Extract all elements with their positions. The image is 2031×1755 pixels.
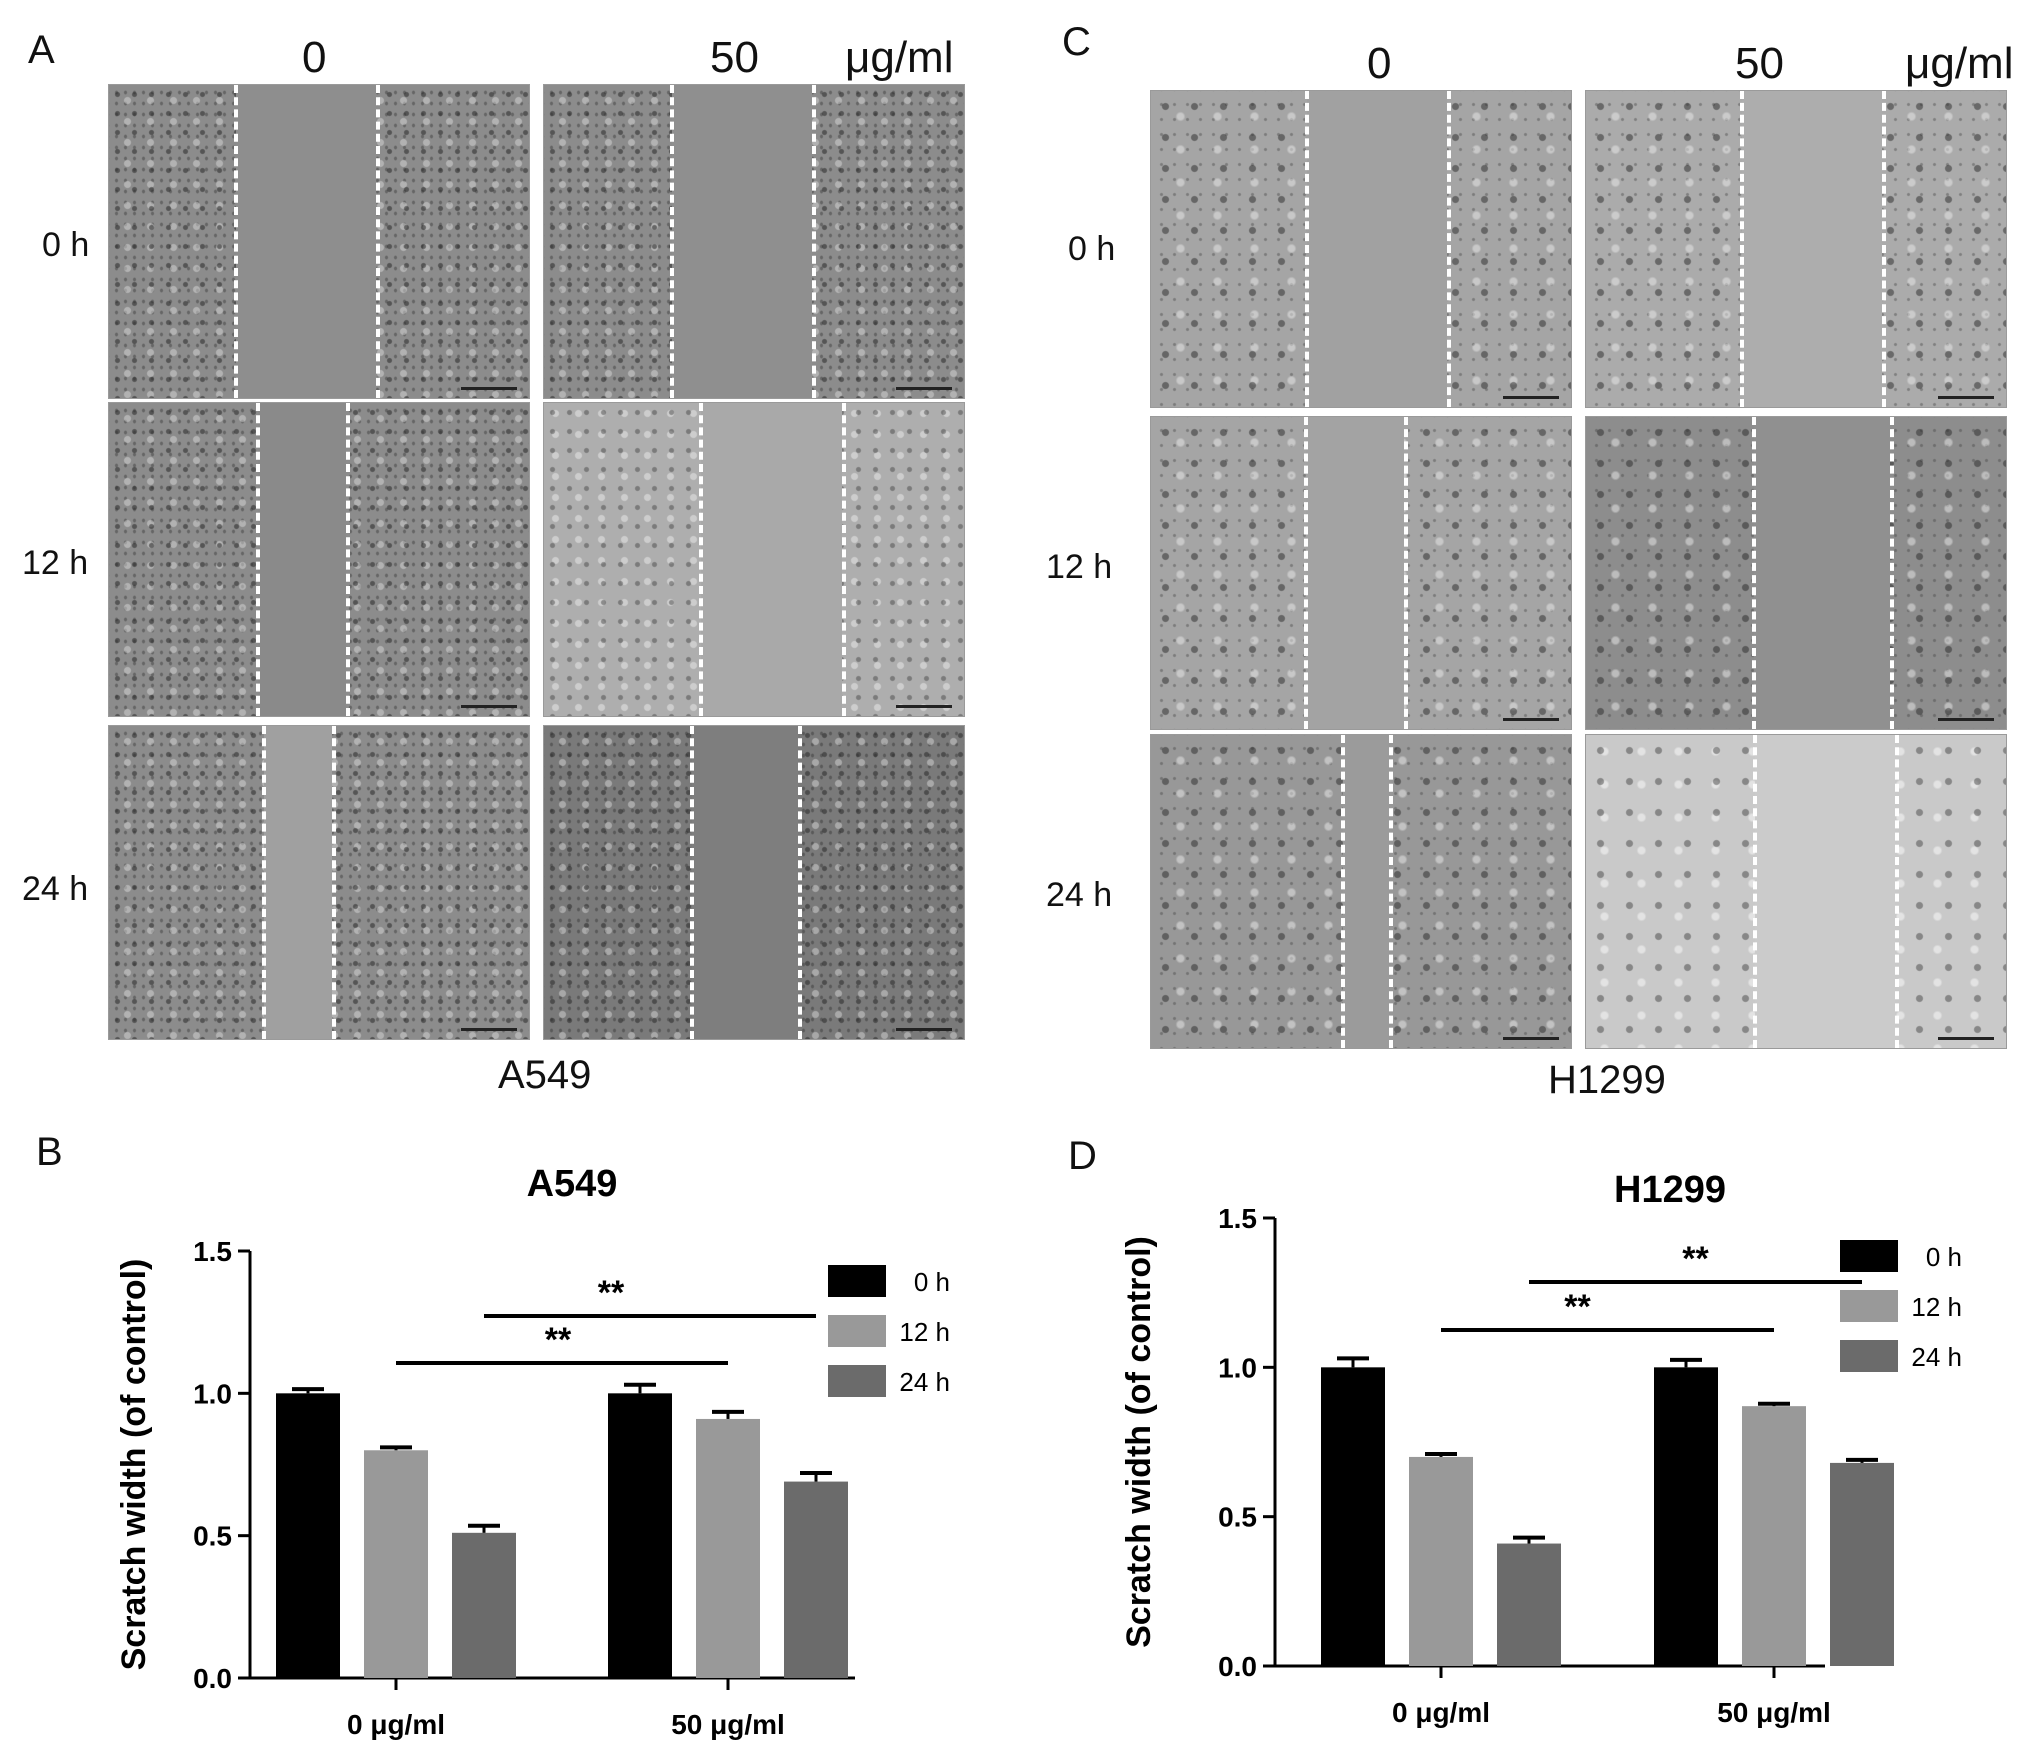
panel-letter-a: A — [28, 28, 55, 72]
legend-label: 0 h — [1926, 1242, 1962, 1272]
conc-label-50: 50 — [710, 33, 759, 82]
bar-12h-1 — [1742, 1406, 1806, 1666]
legend-label: 24 h — [899, 1367, 950, 1397]
conc-label-0: 0 — [302, 33, 327, 82]
bar-chart-a549: A549 Scratch width (of control) 0.0 0.5 1.0 1… — [115, 1163, 950, 1740]
legend-swatch-12h — [828, 1315, 886, 1347]
time-label-24h: 24 h — [22, 870, 89, 908]
micrograph-a549-0ug-12h — [108, 402, 530, 717]
legend-swatch-0h — [1840, 1240, 1898, 1272]
bar-12h-1 — [696, 1418, 760, 1678]
bar-24h-0 — [452, 1532, 516, 1678]
conc-label-50: 50 — [1735, 39, 1784, 88]
panel-letter-d: D — [1068, 1134, 1097, 1178]
legend-swatch-12h — [1840, 1290, 1898, 1322]
significance-label: ** — [545, 1321, 572, 1359]
bar-12h-0 — [364, 1450, 428, 1678]
legend-label: 12 h — [899, 1317, 950, 1347]
time-label-12h: 12 h — [22, 544, 89, 582]
legend-swatch-24h — [828, 1365, 886, 1397]
chart-title: H1299 — [1614, 1169, 1726, 1211]
micrograph-h1299-0ug-24h — [1150, 734, 1572, 1049]
legend-label: 0 h — [914, 1267, 950, 1297]
significance-label: ** — [598, 1274, 625, 1312]
y-tick-label: 0.0 — [193, 1663, 232, 1694]
time-label-0h: 0 h — [1068, 230, 1116, 268]
time-label-12h: 12 h — [1046, 548, 1113, 586]
y-tick-label: 1.5 — [1218, 1203, 1257, 1234]
bar-24h-0 — [1497, 1543, 1561, 1666]
chart-title: A549 — [527, 1163, 618, 1205]
bar-chart-h1299: H1299 Scratch width (of control) 0.0 0.5 1.0… — [1120, 1169, 1962, 1728]
micrograph-a549-50ug-12h — [543, 402, 965, 717]
micrograph-h1299-0ug-0h — [1150, 90, 1572, 408]
legend-label: 12 h — [1911, 1292, 1962, 1322]
bar-24h-1 — [784, 1481, 848, 1678]
micrograph-a549-50ug-24h — [543, 725, 965, 1040]
bar-0h-0 — [1321, 1367, 1385, 1666]
unit-label: μg/ml — [1905, 39, 2014, 88]
cell-line-label-h1299: H1299 — [1548, 1058, 1666, 1102]
bar-24h-1 — [1830, 1462, 1894, 1666]
micrograph-h1299-50ug-12h — [1585, 416, 2007, 730]
y-tick-label: 1.0 — [1218, 1352, 1257, 1383]
micrograph-a549-50ug-0h — [543, 84, 965, 399]
bar-0h-1 — [608, 1393, 672, 1678]
bar-0h-1 — [1654, 1367, 1718, 1666]
panel-letter-b: B — [36, 1130, 63, 1174]
bar-12h-0 — [1409, 1456, 1473, 1666]
unit-label: μg/ml — [845, 33, 954, 82]
y-tick-label: 0.5 — [193, 1521, 232, 1552]
micrograph-a549-0ug-24h — [108, 725, 530, 1040]
legend-swatch-24h — [1840, 1340, 1898, 1372]
conc-label-0: 0 — [1367, 39, 1392, 88]
panel-letter-c: C — [1062, 20, 1091, 64]
x-tick-label: 0 μg/ml — [347, 1709, 445, 1740]
y-axis-label: Scratch width (of control) — [1120, 1236, 1158, 1648]
x-tick-label: 50 μg/ml — [671, 1709, 785, 1740]
y-tick-label: 1.0 — [193, 1378, 232, 1409]
cell-line-label-a549: A549 — [498, 1053, 592, 1097]
significance-label: ** — [1564, 1288, 1591, 1326]
micrograph-h1299-0ug-12h — [1150, 416, 1572, 730]
significance-label: ** — [1682, 1240, 1709, 1278]
micrograph-h1299-50ug-0h — [1585, 90, 2007, 408]
time-label-0h: 0 h — [42, 226, 90, 264]
micrograph-h1299-50ug-24h — [1585, 734, 2007, 1049]
x-tick-label: 0 μg/ml — [1392, 1697, 1490, 1728]
bar-0h-0 — [276, 1393, 340, 1678]
y-tick-label: 0.5 — [1218, 1502, 1257, 1533]
time-label-24h: 24 h — [1046, 876, 1113, 914]
legend-label: 24 h — [1911, 1342, 1962, 1372]
legend-swatch-0h — [828, 1265, 886, 1297]
micrograph-a549-0ug-0h — [108, 84, 530, 399]
y-tick-label: 0.0 — [1218, 1651, 1257, 1682]
x-tick-label: 50 μg/ml — [1717, 1697, 1831, 1728]
y-axis-label: Scratch width (of control) — [115, 1259, 153, 1671]
y-tick-label: 1.5 — [193, 1236, 232, 1267]
